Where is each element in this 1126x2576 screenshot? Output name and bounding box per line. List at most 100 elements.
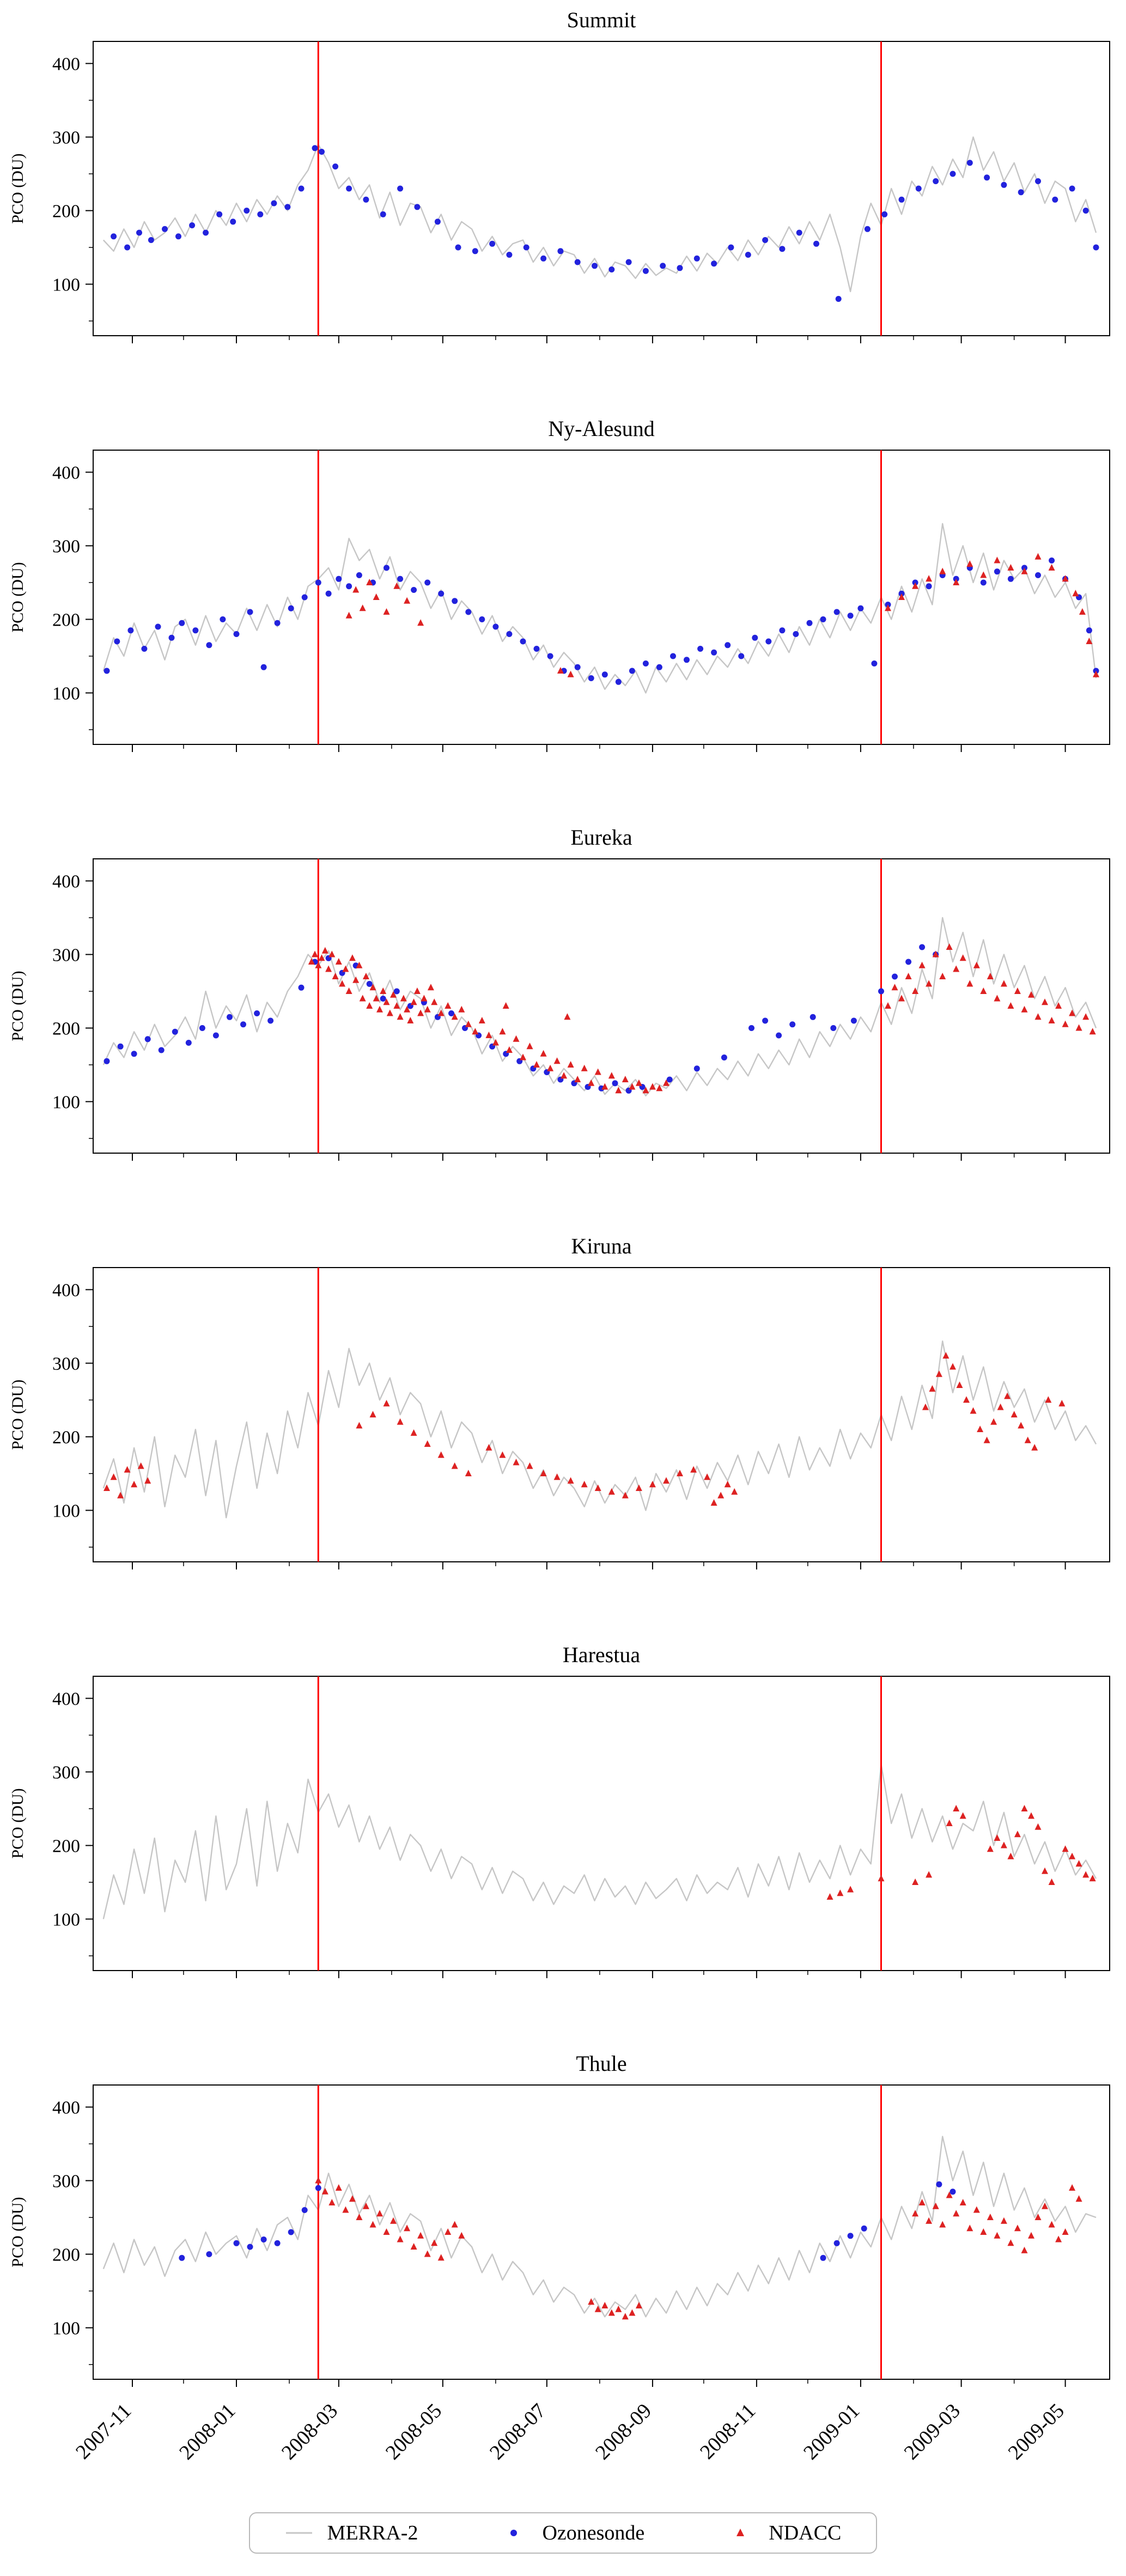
ndacc-point [362, 973, 369, 979]
ozonesonde-point [871, 660, 878, 666]
ndacc-point [1034, 2214, 1042, 2220]
y-axis-label: PCO (DU) [9, 971, 27, 1041]
ndacc-point [437, 1451, 445, 1458]
ndacc-point [980, 571, 987, 578]
ozonesonde-point [492, 623, 499, 630]
ozonesonde-point [247, 609, 253, 615]
ndacc-point [1021, 1805, 1028, 1811]
ndacc-point [980, 987, 987, 994]
y-tick-label: 200 [52, 1019, 80, 1039]
ndacc-point [878, 1875, 885, 1882]
ndacc-point [404, 1005, 411, 1013]
ndacc-point [404, 2225, 411, 2232]
ndacc-point [1089, 1028, 1096, 1035]
ndacc-point [553, 1473, 561, 1480]
legend-item-merra-2: MERRA-2 [285, 2521, 418, 2545]
ozonesonde-point [1035, 572, 1041, 578]
ndacc-point [980, 2228, 987, 2235]
ozonesonde-point [625, 259, 632, 265]
ozonesonde-point [776, 1032, 782, 1039]
ndacc-point [710, 1499, 717, 1506]
ozonesonde-point [506, 252, 513, 258]
ndacc-point [393, 1002, 400, 1009]
ozonesonde-point [1001, 181, 1007, 188]
ozonesonde-point [175, 233, 181, 240]
ndacc-point [966, 2225, 973, 2232]
ozonesonde-point [905, 959, 912, 965]
ozonesonde-point [288, 2229, 294, 2235]
ozonesonde-point [185, 1040, 192, 1046]
ozonesonde-point [830, 1025, 837, 1031]
ndacc-point [1062, 575, 1069, 582]
ndacc-point [594, 1068, 601, 1075]
ozonesonde-point [806, 620, 813, 626]
ndacc-point [1021, 1005, 1028, 1013]
ndacc-point [513, 1458, 520, 1465]
ndacc-point [390, 991, 397, 998]
ozonesonde-point [684, 657, 690, 663]
y-tick-label: 200 [52, 202, 80, 222]
ndacc-point [912, 1878, 919, 1885]
ndacc-point [704, 1473, 711, 1480]
ndacc-point [520, 1053, 526, 1060]
ndacc-point [332, 973, 339, 979]
ndacc-point [1048, 2221, 1055, 2228]
ozonesonde-point [384, 565, 389, 571]
ozonesonde-point [301, 2207, 308, 2213]
y-tick-label: 300 [52, 2172, 80, 2192]
ndacc-point [1089, 1875, 1096, 1882]
ozonesonde-point [847, 2233, 854, 2239]
ozonesonde-points [104, 557, 1099, 685]
ndacc-point [926, 575, 933, 582]
ndacc-point [1062, 2228, 1069, 2235]
merra2-line [102, 2136, 1097, 2318]
ndacc-point [424, 2250, 431, 2257]
ozonesonde-point [864, 226, 871, 232]
ozonesonde-point [547, 653, 553, 659]
x-tick-label: 2008-09 [591, 2399, 656, 2464]
ndacc-point [431, 2239, 438, 2246]
ndacc-point [356, 961, 363, 968]
ozonesonde-point [642, 268, 649, 274]
ozonesonde-point [260, 2236, 267, 2242]
ozonesonde-point [725, 642, 731, 648]
ndacc-point [315, 961, 322, 968]
ndacc-point [404, 597, 411, 604]
ndacc-point [608, 1488, 615, 1495]
ndacc-point [966, 560, 973, 567]
ozonesonde-point [1082, 208, 1089, 214]
ndacc-point [1031, 1444, 1038, 1451]
ozonesonde-point [1007, 575, 1014, 582]
ndacc-point [318, 954, 325, 961]
ndacc-point [376, 1005, 383, 1013]
ozonesonde-point [274, 620, 281, 626]
y-tick-label: 200 [52, 610, 80, 631]
ozonesonde-points [104, 944, 939, 1094]
ndacc-point [966, 980, 973, 987]
legend-label: MERRA-2 [327, 2522, 418, 2544]
y-tick-label: 100 [52, 275, 80, 295]
ozonesonde-point [455, 244, 461, 251]
ndacc-point [994, 556, 1001, 563]
ndacc-point [649, 1083, 656, 1090]
ozonesonde-point [111, 233, 117, 240]
legend: MERRA-2 Ozonesonde NDACC [248, 2512, 878, 2554]
ndacc-point [547, 1064, 554, 1071]
ndacc-point [1007, 2239, 1014, 2246]
ndacc-point [891, 984, 898, 991]
ozonesonde-point [533, 646, 540, 652]
y-tick-label: 300 [52, 1763, 80, 1783]
x-tick-label: 2008-07 [485, 2399, 550, 2464]
ozonesonde-point [540, 255, 547, 262]
ndacc-point [574, 1076, 581, 1082]
ndacc-point [1011, 1411, 1018, 1417]
ndacc-point [622, 2313, 629, 2320]
ozonesonde-point [346, 583, 352, 590]
ozonesonde-point [697, 646, 704, 652]
figure: Summit 100 200 300 400 PCO (DU) Ny-Alesund 100 2… [9, 8, 1110, 2464]
ozonesonde-point [131, 1051, 137, 1057]
ozonesonde-point [1093, 244, 1099, 251]
ozonesonde-point [574, 664, 581, 670]
ndacc-point [1004, 1392, 1011, 1399]
ndacc-point [946, 2191, 953, 2198]
